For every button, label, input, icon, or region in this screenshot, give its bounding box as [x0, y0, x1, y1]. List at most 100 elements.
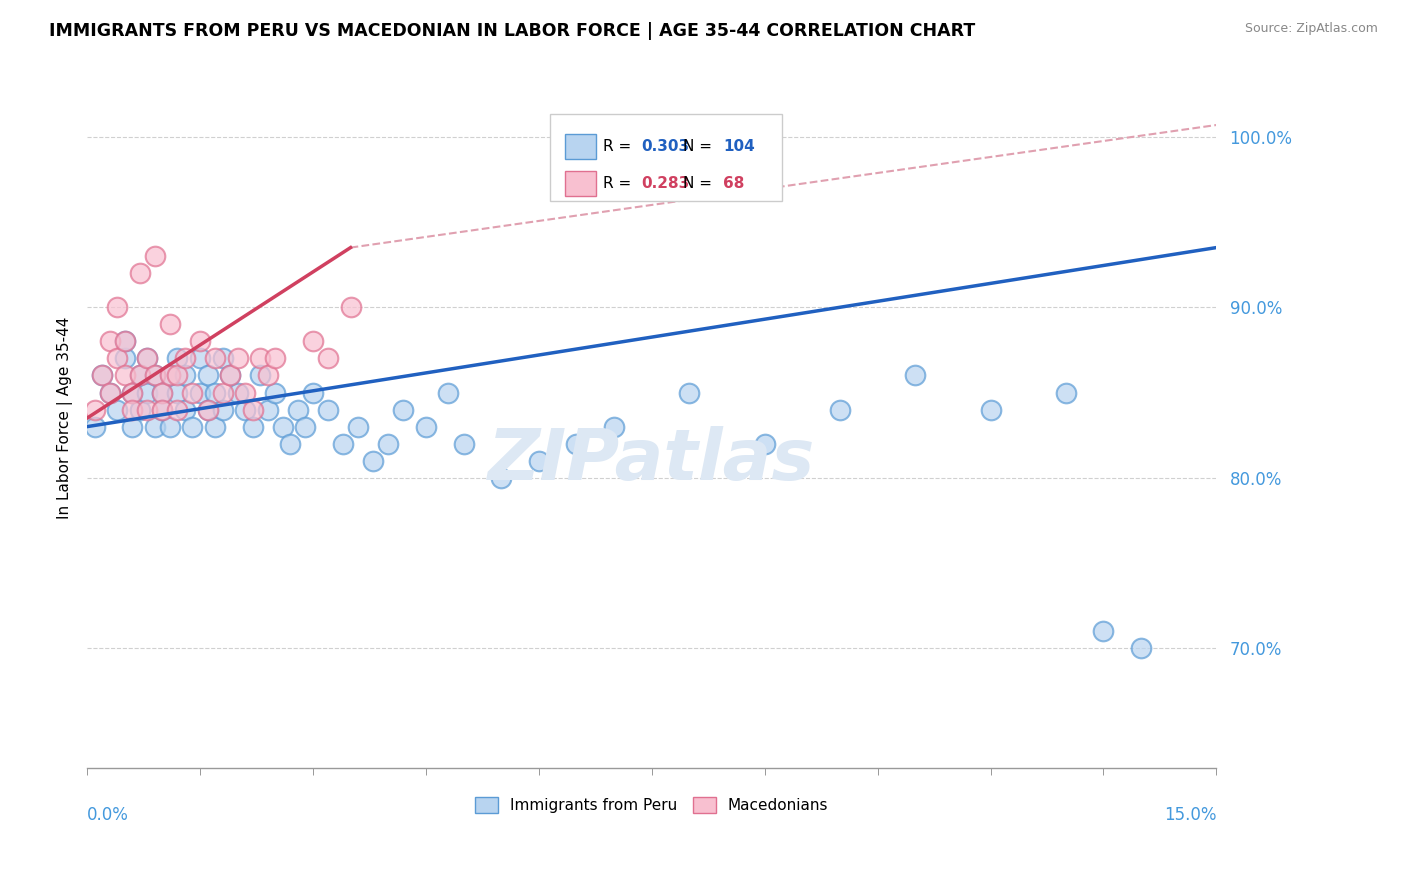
Point — [143, 368, 166, 383]
Point — [114, 351, 136, 366]
Bar — [565, 134, 596, 159]
Point — [128, 402, 150, 417]
Point — [114, 334, 136, 349]
Point — [204, 385, 226, 400]
Point — [211, 402, 233, 417]
Point — [159, 419, 181, 434]
Point — [233, 402, 256, 417]
Point — [219, 368, 242, 383]
Point — [105, 351, 128, 366]
Point — [166, 385, 188, 400]
Y-axis label: In Labor Force | Age 35-44: In Labor Force | Age 35-44 — [58, 317, 73, 519]
Text: 0.283: 0.283 — [641, 176, 690, 191]
Point — [347, 419, 370, 434]
Point — [392, 402, 415, 417]
Point — [197, 368, 219, 383]
Point — [249, 368, 271, 383]
Point — [166, 368, 188, 383]
Text: 104: 104 — [723, 139, 755, 154]
Text: R =: R = — [603, 176, 637, 191]
Point — [1130, 641, 1153, 656]
Point — [339, 300, 361, 314]
Point — [603, 419, 626, 434]
Point — [121, 419, 143, 434]
Point — [159, 318, 181, 332]
Point — [150, 402, 173, 417]
Point — [121, 402, 143, 417]
Point — [316, 402, 339, 417]
Point — [121, 385, 143, 400]
Point — [226, 385, 249, 400]
Point — [136, 351, 159, 366]
Point — [98, 385, 121, 400]
Point — [979, 402, 1001, 417]
Point — [249, 351, 271, 366]
Point — [174, 351, 197, 366]
Point — [1092, 624, 1115, 639]
Point — [188, 334, 211, 349]
Text: 0.303: 0.303 — [641, 139, 690, 154]
Point — [211, 351, 233, 366]
FancyBboxPatch shape — [550, 114, 782, 202]
Point — [159, 368, 181, 383]
Point — [453, 436, 475, 450]
Point — [105, 402, 128, 417]
Point — [1054, 385, 1077, 400]
Point — [256, 368, 278, 383]
Point — [316, 351, 339, 366]
Point — [150, 385, 173, 400]
Legend: Immigrants from Peru, Macedonians: Immigrants from Peru, Macedonians — [470, 791, 835, 820]
Point — [181, 419, 204, 434]
Point — [302, 385, 325, 400]
Text: 68: 68 — [723, 176, 744, 191]
Point — [226, 351, 249, 366]
Point — [166, 351, 188, 366]
Point — [128, 368, 150, 383]
Point — [361, 454, 384, 468]
Point — [264, 351, 287, 366]
Point — [219, 368, 242, 383]
Point — [287, 402, 309, 417]
Point — [204, 351, 226, 366]
Text: ZIPatlas: ZIPatlas — [488, 425, 815, 494]
Point — [98, 334, 121, 349]
Point — [233, 385, 256, 400]
Point — [98, 385, 121, 400]
Point — [91, 368, 114, 383]
Point — [264, 385, 287, 400]
Point — [437, 385, 460, 400]
Bar — [565, 170, 596, 196]
Point — [136, 385, 159, 400]
Text: IMMIGRANTS FROM PERU VS MACEDONIAN IN LABOR FORCE | AGE 35-44 CORRELATION CHART: IMMIGRANTS FROM PERU VS MACEDONIAN IN LA… — [49, 22, 976, 40]
Point — [136, 402, 159, 417]
Point — [128, 266, 150, 280]
Point — [332, 436, 354, 450]
Point — [377, 436, 399, 450]
Point — [828, 402, 851, 417]
Point — [489, 471, 512, 485]
Point — [565, 436, 588, 450]
Point — [128, 368, 150, 383]
Text: R =: R = — [603, 139, 637, 154]
Point — [256, 402, 278, 417]
Text: Source: ZipAtlas.com: Source: ZipAtlas.com — [1244, 22, 1378, 36]
Point — [242, 419, 264, 434]
Text: 0.0%: 0.0% — [87, 806, 129, 824]
Point — [280, 436, 302, 450]
Point — [204, 419, 226, 434]
Point — [83, 419, 105, 434]
Point — [197, 402, 219, 417]
Point — [166, 402, 188, 417]
Text: N =: N = — [683, 176, 717, 191]
Point — [105, 300, 128, 314]
Text: 15.0%: 15.0% — [1164, 806, 1216, 824]
Point — [197, 402, 219, 417]
Point — [302, 334, 325, 349]
Point — [143, 249, 166, 263]
Point — [174, 368, 197, 383]
Point — [415, 419, 437, 434]
Point — [114, 368, 136, 383]
Point — [136, 351, 159, 366]
Point — [188, 385, 211, 400]
Point — [159, 368, 181, 383]
